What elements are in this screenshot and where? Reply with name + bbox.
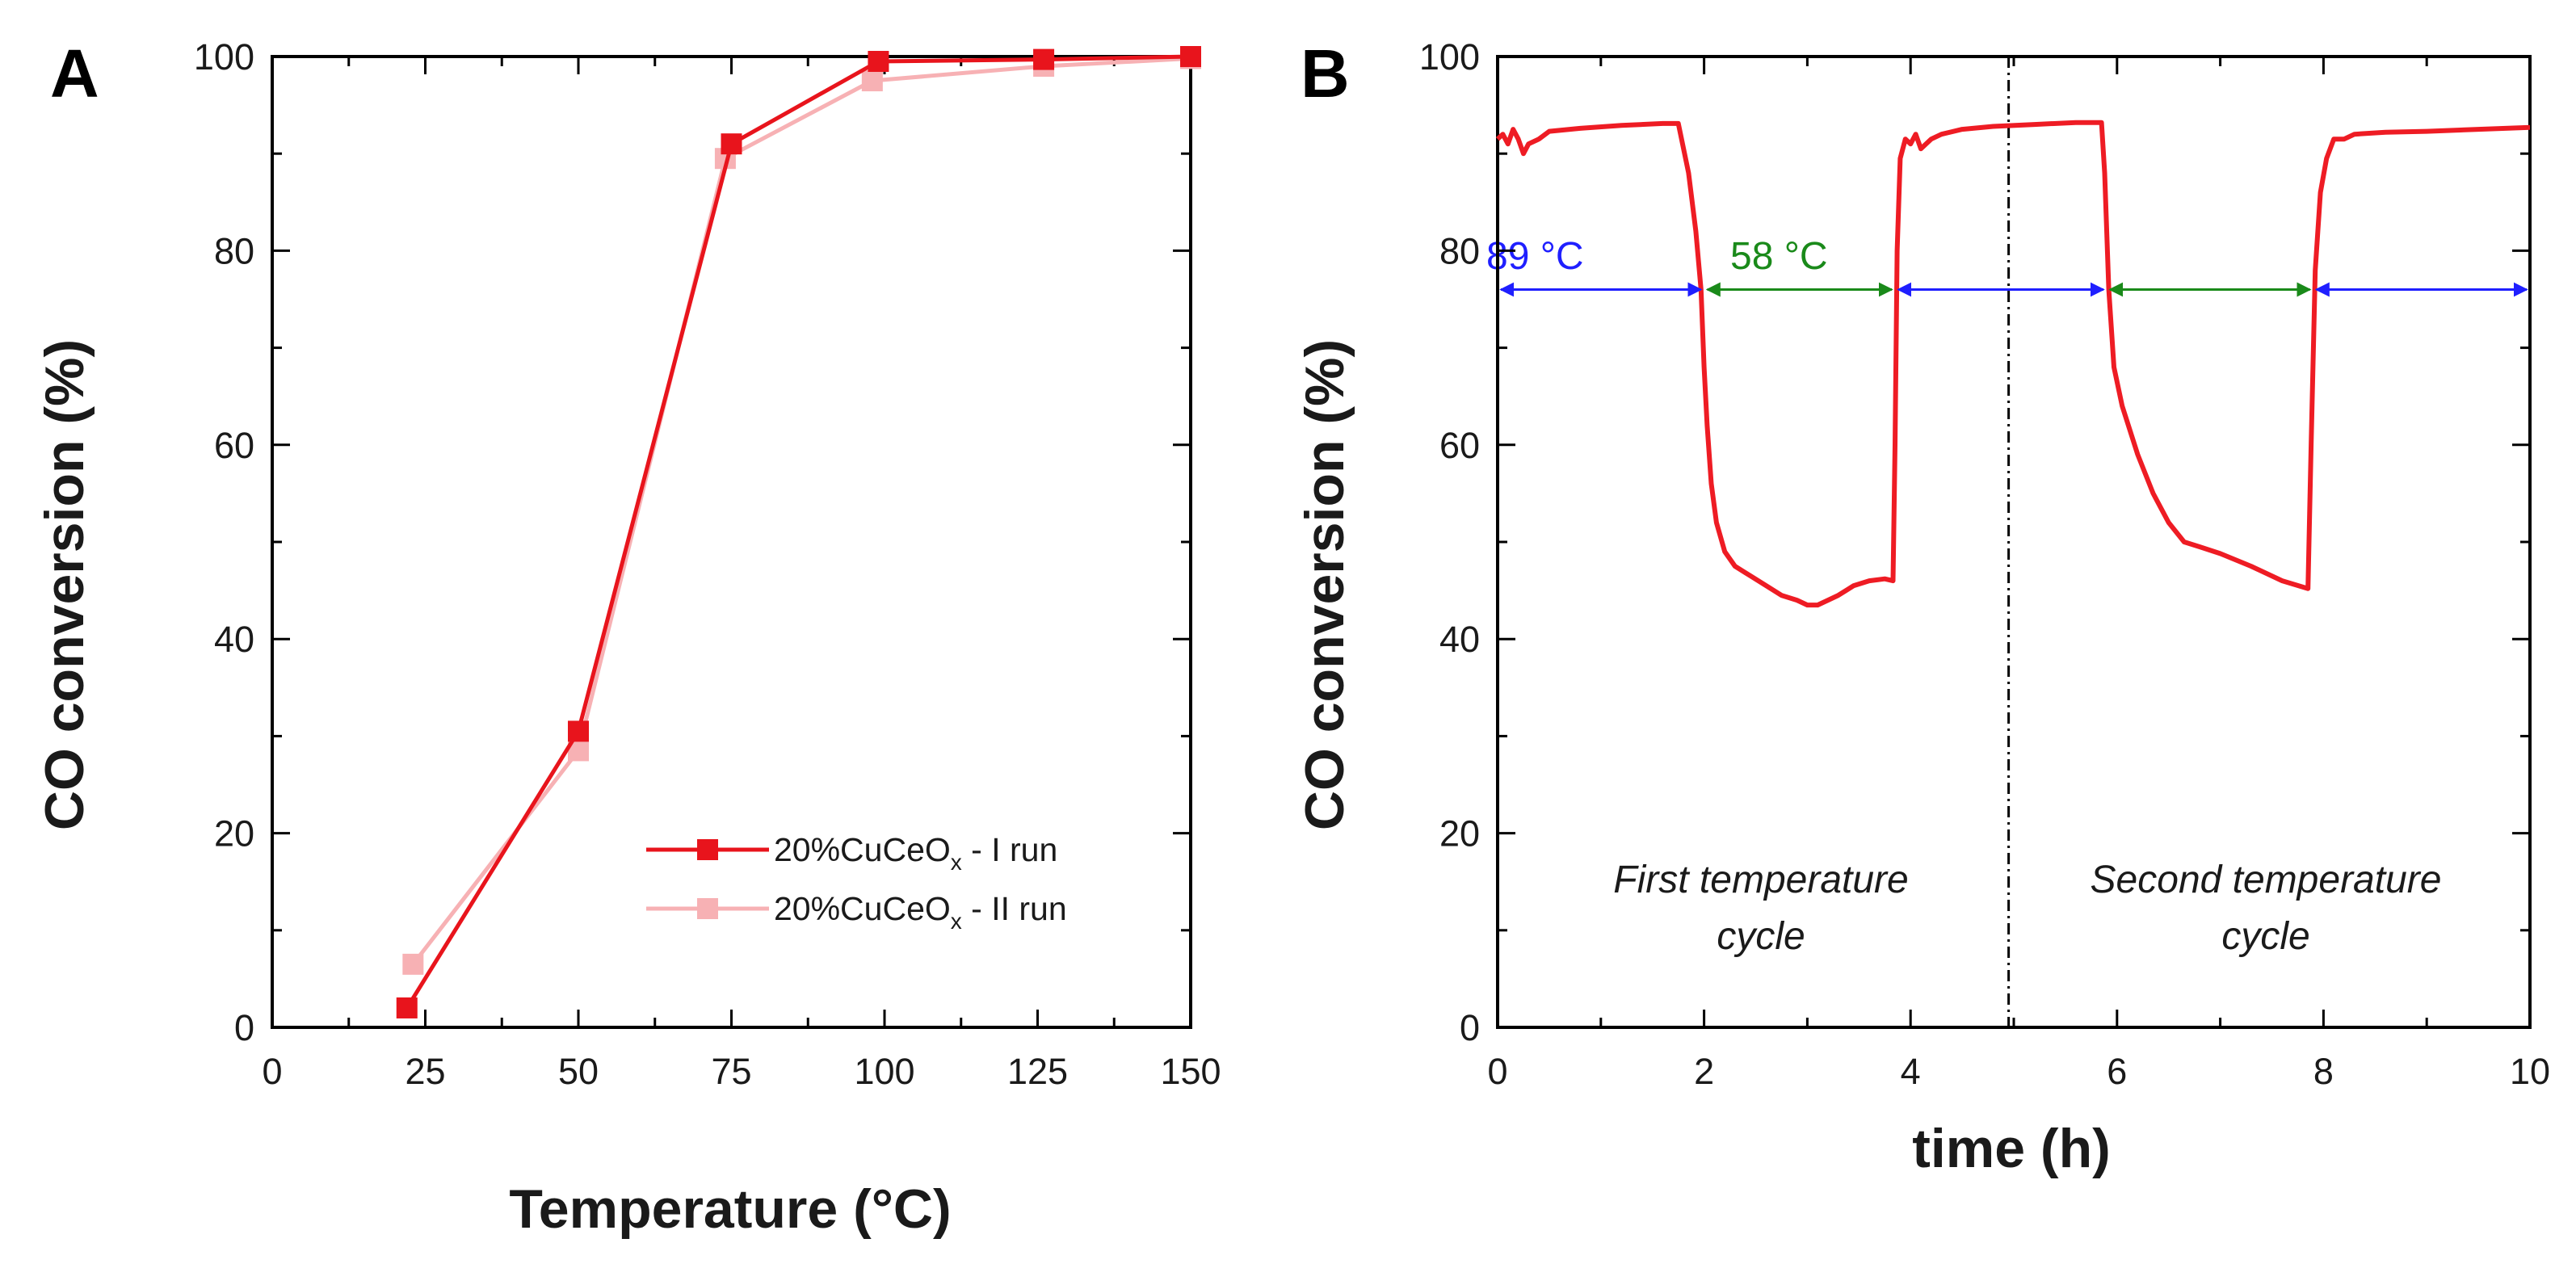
panel-a-data-point-run1 [868,51,889,73]
panel-a-x-tick-label: 75 [711,1051,751,1092]
legend-label-run1-sub: x [951,850,962,875]
panel-a-x-tick-label: 150 [1160,1051,1221,1092]
panel-a-data-point-run1 [721,133,742,155]
panel-b-x-tick-label: 10 [2510,1051,2550,1092]
panel-a-x-tick-label: 50 [558,1051,599,1092]
panel-a-x-tick-label: 125 [1007,1051,1068,1092]
panel-a-y-tick-label: 20 [214,813,254,855]
cycle-2-label-line2: cycle [2221,915,2309,958]
panel-a-x-tick-label: 0 [262,1051,282,1092]
legend-label-run2-suffix: - II run [962,890,1067,927]
legend-label-run1-name: 20%CuCeO [774,831,951,868]
temp-high-label: 89 °C [1486,235,1584,278]
cycle-1-label-line2: cycle [1717,915,1805,958]
panel-a-y-axis-title: CO conversion (%) [34,339,95,830]
temp-low-label: 58 °C [1730,235,1828,278]
panel-a-y-tick-label: 40 [214,619,254,660]
cycle-1-label-line1: First temperature [1613,859,1908,901]
panel-b-y-tick-label: 100 [1419,36,1480,78]
panel-a-y-tick-label: 100 [194,36,254,78]
panel-a-y-tick-label: 80 [214,230,254,271]
panel-a-y-tick-label: 0 [234,1007,254,1048]
legend-swatch-marker-run2 [697,898,718,919]
panel-b-y-tick-label: 40 [1439,619,1480,660]
panel-a-data-point-run1 [396,997,418,1018]
panel-b-y-tick-label: 0 [1460,1007,1480,1048]
panel-b-x-tick-label: 2 [1694,1051,1714,1092]
panel-a-letter: A [50,36,99,111]
panel-a-data-point-run1 [568,720,589,742]
panel-b-letter: B [1301,36,1350,111]
panel-b-series-line [1495,120,2531,608]
panel-a-x-tick-label: 100 [854,1051,914,1092]
panel-a-data-point-run2 [402,953,424,975]
panel-b-x-tick-label: 4 [1901,1051,1921,1092]
panel-a-data-point-run1 [1180,46,1201,67]
panel-a-x-axis-title: Temperature (°C) [509,1178,951,1240]
panel-a-data-point-run1 [1033,48,1055,70]
legend-label-run1-suffix: - I run [962,831,1057,868]
cycle-2-label-line1: Second temperature [2091,859,2442,901]
legend-label-run2-name: 20%CuCeO [774,890,951,927]
legend-swatch-marker-run1 [697,839,718,860]
panel-b-y-tick-label: 20 [1439,813,1480,855]
legend-label-run2-sub: x [951,909,962,934]
panel-b-x-tick-label: 8 [2313,1051,2334,1092]
panel-b-x-axis-title: time (h) [1912,1118,2111,1179]
panel-a-series-line-run2 [411,56,1191,966]
panel-a-series-line-run1 [405,54,1191,1010]
panel-a: 0 25 50 75 100 125 150 0 20 40 60 80 100 [194,36,1221,1092]
legend-label-run2: 20%CuCeOx - II run [774,890,1067,934]
panel-b-x-tick-label: 6 [2107,1051,2127,1092]
panel-a-x-tick-label: 25 [405,1051,445,1092]
legend-label-run1: 20%CuCeOx - I run [774,831,1057,875]
panel-b-y-tick-label: 60 [1439,425,1480,466]
panel-a-y-tick-label: 60 [214,425,254,466]
panel-b-y-axis-title: CO conversion (%) [1294,339,1355,830]
panel-b-y-tick-label: 80 [1439,230,1480,271]
panel-a-frame [271,55,1192,1029]
panel-a-data-point-run2 [861,70,883,92]
panel-a-legend: 20%CuCeOx - I run 20%CuCeOx - II run [646,831,1067,934]
panel-b-x-tick-label: 0 [1487,1051,1507,1092]
